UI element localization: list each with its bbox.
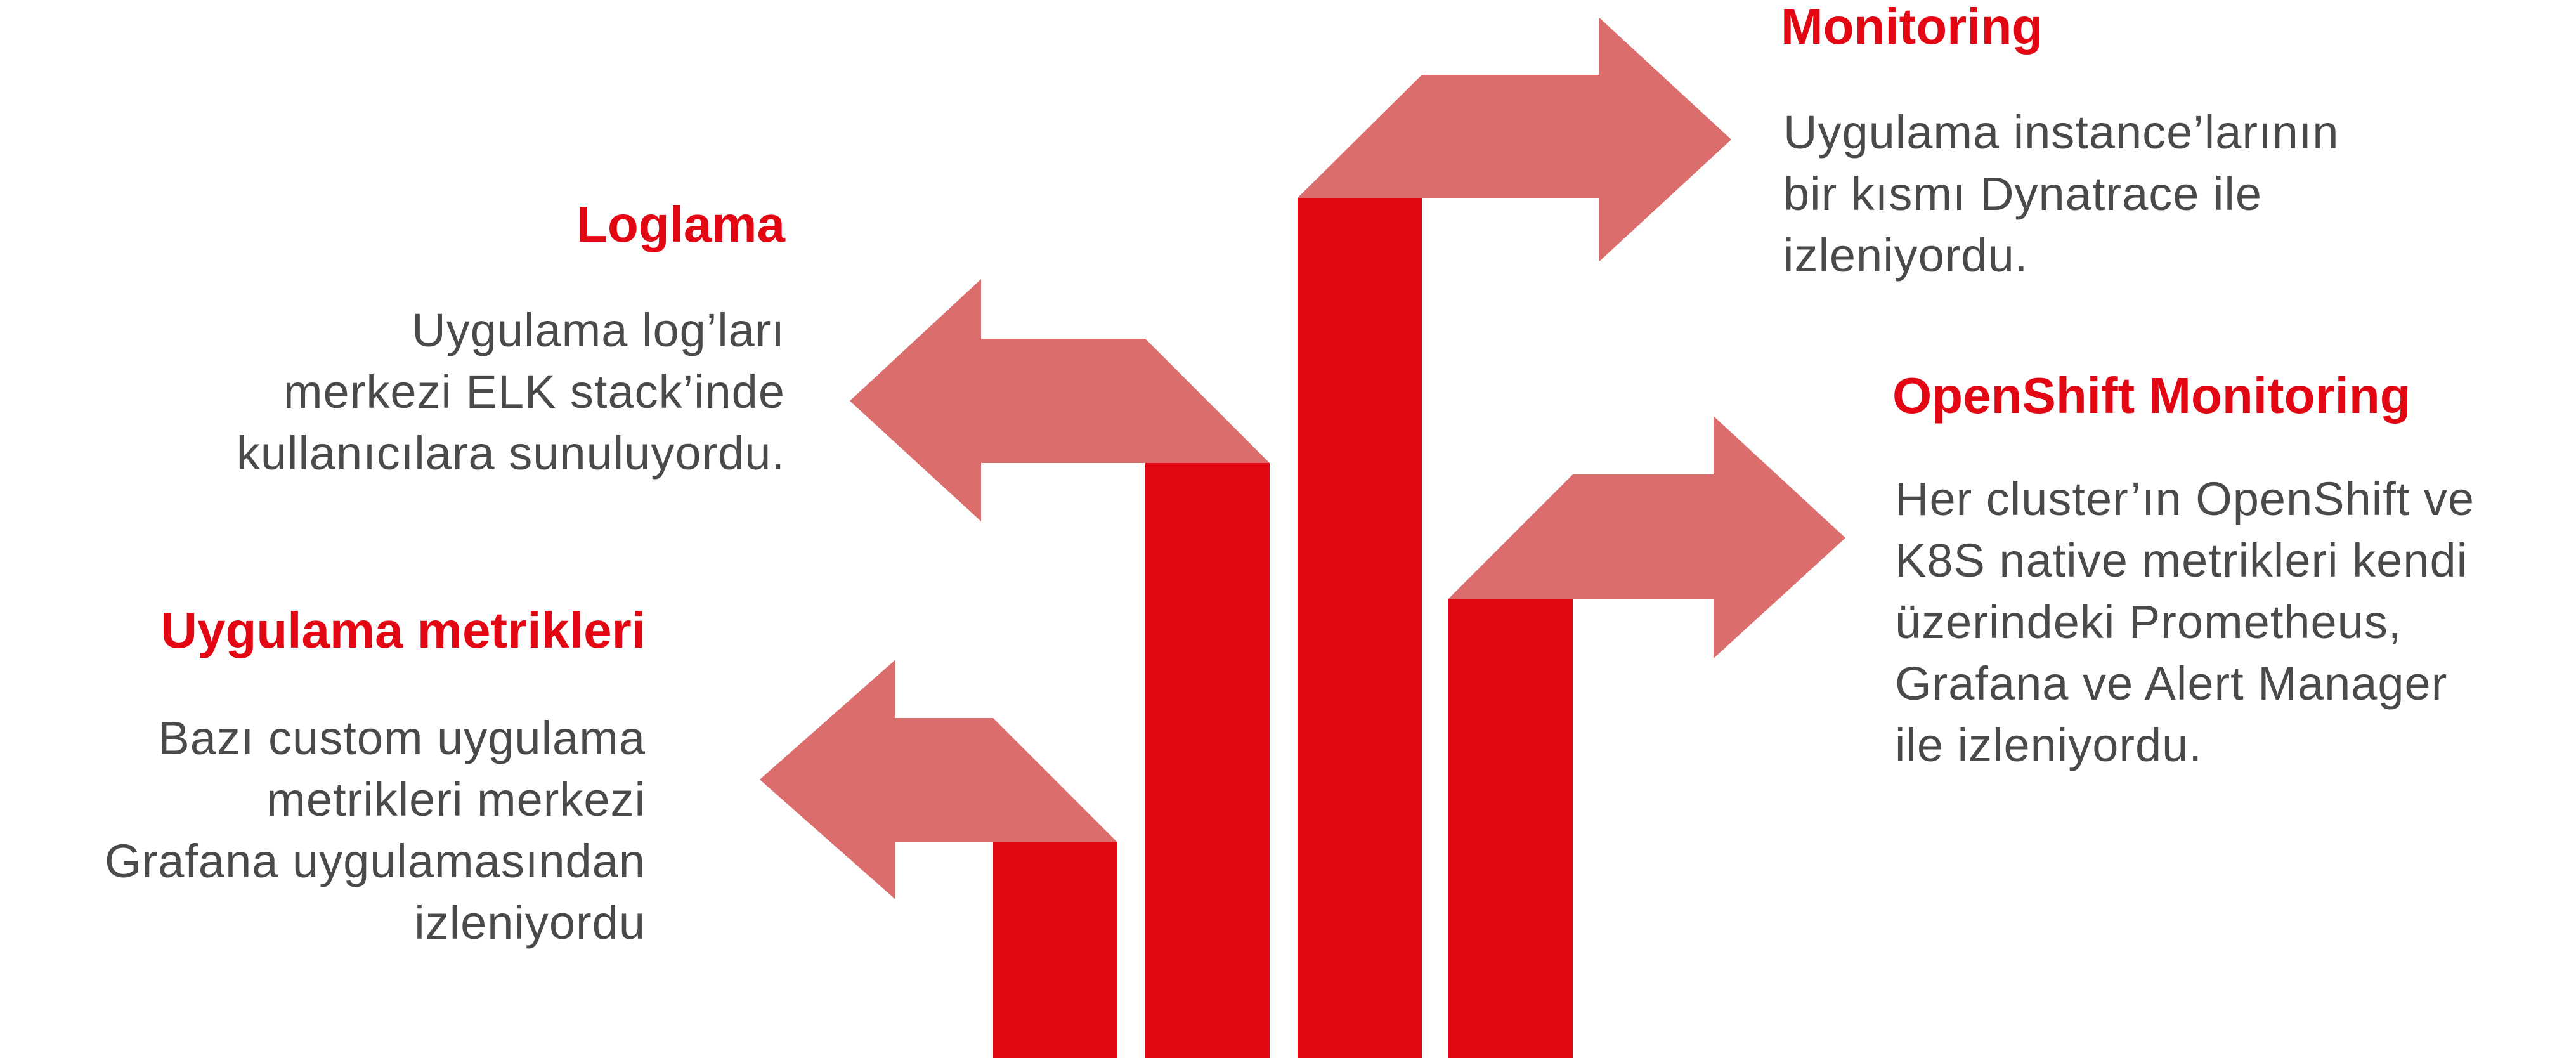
- description-line: metrikleri merkezi: [105, 769, 646, 830]
- loglama-description: Uygulama log’ları merkezi ELK stack’inde…: [237, 299, 785, 484]
- description-line: izleniyordu.: [1783, 225, 2339, 286]
- openshift-monitoring-title: OpenShift Monitoring: [1892, 368, 2411, 424]
- arrow-bar-uygulama-metrikleri: [993, 842, 1117, 1058]
- description-line: Grafana uygulamasından: [105, 830, 646, 892]
- description-line: Bazı custom uygulama: [105, 707, 646, 769]
- arrow-left-icon-uygulama-metrikleri: [760, 660, 895, 899]
- loglama-title: Loglama: [576, 197, 785, 252]
- monitoring-description: Uygulama instance’larının bir kısmı Dyna…: [1783, 101, 2339, 286]
- arrow-right-icon-monitoring: [1599, 18, 1731, 261]
- arrow-bend-loglama: [981, 339, 1270, 463]
- uygulama-metrikleri-title: Uygulama metrikleri: [160, 603, 646, 658]
- arrow-bend-uygulama-metrikleri: [895, 718, 1117, 842]
- description-line: Uygulama log’ları: [237, 299, 785, 361]
- uygulama-metrikleri-description: Bazı custom uygulama metrikleri merkezi …: [105, 707, 646, 953]
- description-line: Grafana ve Alert Manager: [1895, 653, 2475, 714]
- arrow-bend-openshift-monitoring: [1448, 474, 1714, 599]
- arrow-bar-loglama: [1145, 463, 1270, 1058]
- description-line: K8S native metrikleri kendi: [1895, 530, 2475, 591]
- description-line: bir kısmı Dynatrace ile: [1783, 163, 2339, 225]
- arrow-bar-openshift-monitoring: [1448, 599, 1573, 1058]
- description-line: Uygulama instance’larının: [1783, 101, 2339, 163]
- openshift-monitoring-description: Her cluster’ın OpenShift ve K8S native m…: [1895, 468, 2475, 776]
- description-line: izleniyordu: [105, 892, 646, 953]
- arrow-right-icon-openshift-monitoring: [1714, 416, 1845, 658]
- monitoring-title: Monitoring: [1781, 0, 2043, 55]
- arrow-left-icon-loglama: [850, 279, 981, 521]
- description-line: kullanıcılara sunuluyordu.: [237, 422, 785, 484]
- description-line: üzerindeki Prometheus,: [1895, 591, 2475, 653]
- arrow-bar-monitoring: [1298, 198, 1422, 1058]
- description-line: merkezi ELK stack’inde: [237, 361, 785, 422]
- description-line: Her cluster’ın OpenShift ve: [1895, 468, 2475, 530]
- description-line: ile izleniyordu.: [1895, 714, 2475, 776]
- arrow-bend-monitoring: [1298, 75, 1599, 198]
